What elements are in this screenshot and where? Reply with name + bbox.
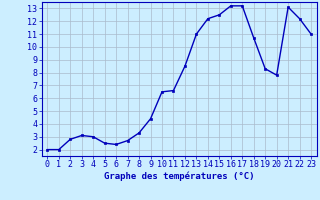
X-axis label: Graphe des températures (°C): Graphe des températures (°C) [104,172,254,181]
